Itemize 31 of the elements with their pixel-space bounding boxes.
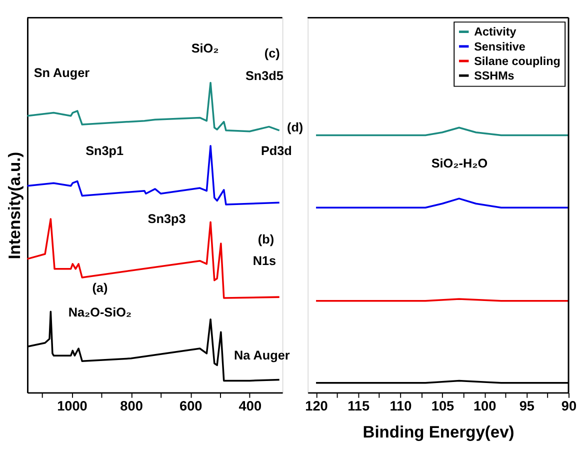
text: SiO₂ xyxy=(191,42,219,56)
legend-label: Sensitive xyxy=(474,40,526,54)
annotation: Sn3d5 xyxy=(245,69,284,84)
legend-label: SSHMs xyxy=(474,69,515,82)
annotation: Pd3d xyxy=(260,144,292,158)
legend-label: Silane coupling xyxy=(474,54,560,68)
x-axis-title: Binding Energy(ev) xyxy=(362,422,514,442)
x-tick-label: 800 xyxy=(120,398,144,414)
annotation: N1s xyxy=(252,254,276,268)
x-tick-label: 90 xyxy=(561,398,577,414)
annotation: (a) xyxy=(92,281,108,296)
x-tick-label: 600 xyxy=(179,398,203,414)
text: (c) xyxy=(264,46,280,61)
annotation: Na₂O-SiO₂ xyxy=(68,306,132,320)
x-tick-label: 110 xyxy=(390,398,412,414)
annotation: Sn3p1 xyxy=(86,144,124,158)
annotation: Sn3p3 xyxy=(148,212,186,226)
y-axis-title: Intensity(a.u.) xyxy=(4,152,24,260)
x-tick-label: 95 xyxy=(519,398,535,414)
text: Sn Auger xyxy=(34,66,90,80)
x-tick-label: 400 xyxy=(238,398,262,414)
annotation: Na Auger xyxy=(234,348,290,362)
x-tick-label: 1000 xyxy=(57,398,88,414)
x-tick-label: 105 xyxy=(431,398,455,414)
annotation: SiO₂-H₂O xyxy=(431,156,488,171)
x-tick-label: 120 xyxy=(305,398,328,414)
text: (d) xyxy=(286,120,304,134)
legend-label: Activity xyxy=(474,26,517,39)
x-tick-label: 115 xyxy=(348,398,370,414)
x-tick-label: 100 xyxy=(473,398,497,414)
annotation: (b) xyxy=(258,232,274,246)
